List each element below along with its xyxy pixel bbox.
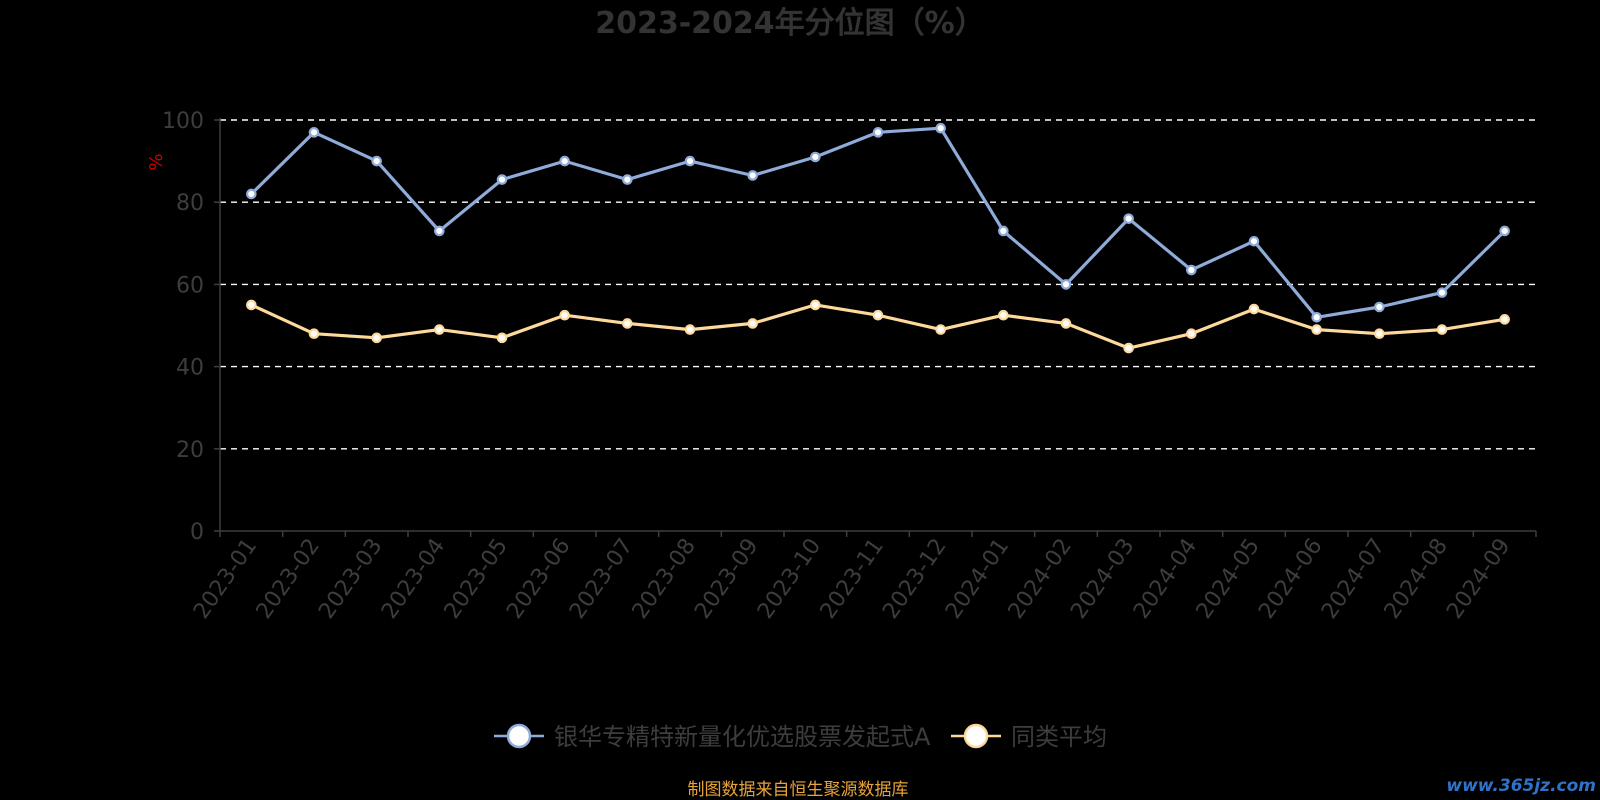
- x-tick-label-2024-09: 2024-09: [1442, 534, 1515, 624]
- series-0-point-2023-06[interactable]: [559, 155, 570, 167]
- series-0-point-2024-03[interactable]: [1123, 213, 1134, 224]
- legend-label-0: 银华专精特新量化优选股票发起式A: [554, 723, 931, 751]
- series-0-point-2024-01[interactable]: [998, 225, 1009, 237]
- legend-item-1[interactable]: 同类平均: [951, 723, 1107, 751]
- legend-label-1: 同类平均: [1011, 723, 1107, 751]
- y-tick-label-1: 20: [176, 438, 204, 463]
- series-0-line: [250, 126, 1506, 319]
- data-source-note: 制图数据来自恒生聚源数据库: [688, 780, 909, 800]
- series-0-point-2024-08[interactable]: [1436, 287, 1448, 298]
- series-1-point-2023-01[interactable]: [246, 299, 257, 311]
- series-1-point-2023-07[interactable]: [622, 318, 633, 329]
- y-tick-label-2: 40: [176, 356, 204, 381]
- series-1-point-2024-09[interactable]: [1499, 314, 1510, 325]
- series-0-point-2023-05[interactable]: [496, 174, 508, 185]
- x-tick-label-2023-10: 2023-10: [753, 534, 826, 624]
- series-0-point-2023-08[interactable]: [684, 155, 696, 167]
- y-tick-label-0: 0: [190, 520, 204, 545]
- watermark: www.365jz.com: [1446, 776, 1596, 796]
- series-1-point-2023-06[interactable]: [559, 309, 570, 321]
- series-1-point-2023-08[interactable]: [684, 324, 696, 335]
- series-1-point-2024-05[interactable]: [1248, 303, 1260, 315]
- x-tick-label-2024-04: 2024-04: [1129, 534, 1202, 624]
- series-1-point-2023-02[interactable]: [308, 328, 320, 340]
- y-tick-label-3: 60: [176, 273, 204, 298]
- series-1: [246, 299, 1510, 354]
- x-tick-label-2024-01: 2024-01: [941, 534, 1014, 624]
- series-0-point-2023-01[interactable]: [246, 188, 257, 200]
- series-1-point-2023-05[interactable]: [496, 332, 508, 344]
- series-0-point-2023-02[interactable]: [308, 127, 320, 138]
- series-0-point-2024-04[interactable]: [1186, 264, 1197, 276]
- series-1-point-2023-11[interactable]: [872, 309, 884, 321]
- series-0-point-2024-06[interactable]: [1311, 311, 1322, 323]
- x-tick-label-2023-01: 2023-01: [189, 534, 262, 624]
- chart-title: 2023-2024年分位图（%）: [595, 6, 985, 41]
- y-axis-label: %: [146, 153, 167, 170]
- series-0-point-2023-03[interactable]: [371, 155, 382, 167]
- series-1-point-2023-12[interactable]: [935, 324, 946, 335]
- series-1-point-2023-10[interactable]: [810, 299, 821, 311]
- series-0-point-2023-12[interactable]: [935, 122, 946, 134]
- series-0-point-2024-07[interactable]: [1374, 301, 1385, 313]
- series-1-point-2024-02[interactable]: [1060, 318, 1072, 329]
- series-0-point-2023-09[interactable]: [747, 170, 758, 181]
- series-1-point-2024-03[interactable]: [1123, 342, 1134, 354]
- series-0-point-2024-09[interactable]: [1499, 225, 1510, 237]
- legend-swatch-marker-1: [963, 723, 989, 749]
- series-1-point-2023-04[interactable]: [434, 324, 445, 335]
- series-0-point-2023-04[interactable]: [434, 225, 445, 237]
- series-1-point-2024-06[interactable]: [1311, 324, 1322, 335]
- series-0-point-2023-10[interactable]: [810, 151, 821, 163]
- series-0: [246, 122, 1510, 323]
- series-0-point-2024-02[interactable]: [1060, 279, 1072, 290]
- series-1-point-2024-01[interactable]: [998, 309, 1009, 321]
- series-layer: [246, 122, 1510, 354]
- series-1-point-2024-07[interactable]: [1374, 328, 1385, 340]
- series-0-point-2024-05[interactable]: [1248, 235, 1260, 247]
- series-0-point-2023-11[interactable]: [872, 127, 884, 138]
- x-tick-label-2024-07: 2024-07: [1317, 534, 1390, 624]
- grid-lines: [220, 119, 1536, 450]
- series-1-point-2023-03[interactable]: [371, 332, 382, 344]
- legend-item-0[interactable]: 银华专精特新量化优选股票发起式A: [494, 723, 931, 751]
- x-tick-label-2023-07: 2023-07: [565, 534, 638, 624]
- series-1-point-2023-09[interactable]: [747, 318, 758, 329]
- series-0-point-2023-07[interactable]: [622, 174, 633, 185]
- series-1-point-2024-04[interactable]: [1186, 328, 1197, 340]
- series-1-point-2024-08[interactable]: [1436, 324, 1448, 335]
- legend-swatch-marker-0: [506, 723, 532, 749]
- x-tick-label-2023-04: 2023-04: [377, 534, 450, 624]
- y-tick-label-5: 100: [162, 109, 204, 134]
- y-tick-label-4: 80: [176, 191, 204, 216]
- legend[interactable]: 银华专精特新量化优选股票发起式A 同类平均: [494, 723, 1107, 751]
